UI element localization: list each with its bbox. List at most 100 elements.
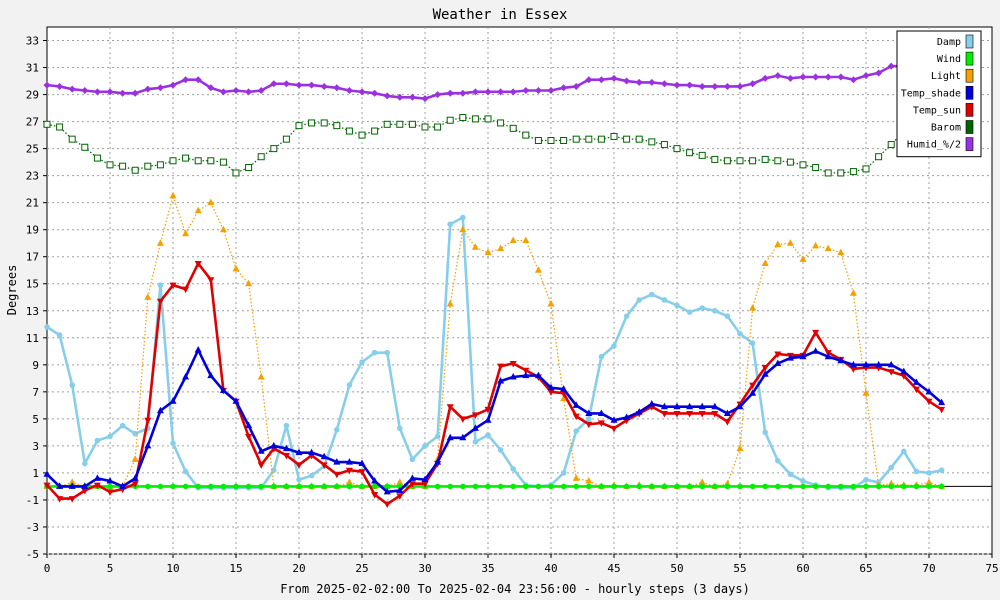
data-point bbox=[245, 421, 253, 429]
data-point bbox=[459, 225, 467, 233]
data-point bbox=[484, 88, 492, 96]
data-point bbox=[409, 456, 416, 463]
data-point bbox=[132, 430, 138, 437]
data-point bbox=[485, 483, 491, 490]
data-point bbox=[623, 483, 630, 490]
data-point bbox=[586, 483, 592, 490]
y-tick-label: 15 bbox=[26, 278, 39, 291]
data-point bbox=[358, 459, 366, 466]
data-point bbox=[547, 383, 555, 391]
data-point bbox=[699, 305, 705, 311]
data-point bbox=[459, 433, 467, 441]
data-point bbox=[320, 452, 328, 460]
data-point bbox=[523, 483, 529, 490]
data-point bbox=[497, 244, 505, 252]
data-point bbox=[106, 477, 114, 484]
data-point bbox=[799, 352, 807, 360]
data-point bbox=[686, 402, 694, 410]
data-point bbox=[44, 324, 50, 330]
data-point bbox=[471, 243, 479, 250]
data-point bbox=[68, 478, 76, 485]
data-point bbox=[547, 300, 555, 307]
data-point bbox=[585, 421, 593, 429]
data-point bbox=[270, 441, 278, 449]
y-tick-label: 13 bbox=[26, 305, 39, 318]
data-point bbox=[610, 416, 618, 423]
data-point bbox=[623, 77, 631, 85]
data-point bbox=[320, 462, 328, 469]
data-point bbox=[156, 239, 164, 246]
legend-swatch bbox=[965, 68, 974, 83]
data-point bbox=[371, 483, 378, 490]
data-point bbox=[383, 501, 391, 509]
data-point bbox=[295, 81, 303, 89]
data-point bbox=[913, 468, 920, 475]
data-point bbox=[938, 406, 946, 414]
data-point bbox=[156, 84, 164, 92]
x-tick-label: 70 bbox=[922, 562, 935, 575]
data-point bbox=[107, 483, 113, 490]
data-point bbox=[257, 87, 265, 95]
data-point bbox=[522, 131, 530, 139]
data-point bbox=[509, 360, 517, 368]
x-tick-label: 30 bbox=[418, 562, 431, 575]
data-point bbox=[598, 353, 605, 360]
data-point bbox=[144, 441, 152, 449]
data-point bbox=[169, 397, 177, 404]
data-point bbox=[182, 372, 190, 380]
data-point bbox=[484, 406, 492, 414]
legend-swatch bbox=[965, 86, 974, 100]
data-point bbox=[484, 416, 492, 423]
data-point bbox=[485, 432, 491, 438]
data-point bbox=[585, 477, 593, 484]
data-point bbox=[446, 89, 454, 97]
data-point bbox=[938, 483, 945, 490]
data-point bbox=[711, 402, 719, 410]
data-point bbox=[346, 382, 353, 388]
data-point bbox=[635, 135, 643, 143]
data-point bbox=[585, 76, 593, 84]
y-tick-label: 25 bbox=[26, 143, 39, 156]
data-point bbox=[81, 87, 89, 95]
data-point bbox=[661, 297, 668, 303]
data-point bbox=[786, 158, 794, 166]
data-point bbox=[408, 481, 416, 488]
data-point bbox=[799, 73, 807, 81]
data-point bbox=[660, 80, 668, 88]
data-point bbox=[888, 464, 894, 471]
data-point bbox=[660, 402, 668, 410]
data-point bbox=[799, 161, 807, 169]
data-point bbox=[434, 91, 442, 99]
data-point bbox=[585, 409, 593, 416]
data-point bbox=[497, 447, 504, 453]
data-point bbox=[597, 135, 605, 143]
data-point bbox=[749, 340, 756, 347]
data-point bbox=[182, 468, 189, 475]
data-point bbox=[106, 88, 114, 96]
data-point bbox=[863, 476, 869, 483]
data-point bbox=[43, 81, 51, 89]
data-point bbox=[509, 124, 517, 132]
data-point bbox=[245, 433, 253, 441]
data-point bbox=[863, 483, 869, 490]
y-axis-label: Degrees bbox=[5, 265, 19, 316]
data-point bbox=[334, 483, 340, 490]
data-point bbox=[207, 157, 215, 165]
data-point bbox=[887, 369, 895, 376]
data-point bbox=[81, 143, 89, 151]
data-point bbox=[787, 483, 794, 490]
data-point bbox=[245, 88, 253, 96]
data-point bbox=[875, 483, 882, 490]
x-tick-label: 45 bbox=[607, 562, 620, 575]
data-point bbox=[119, 89, 127, 97]
data-point bbox=[358, 131, 366, 139]
data-point bbox=[699, 483, 705, 490]
data-point bbox=[359, 483, 365, 490]
data-point bbox=[597, 409, 605, 416]
data-point bbox=[358, 469, 366, 476]
data-point bbox=[68, 85, 76, 93]
data-point bbox=[586, 416, 592, 422]
y-tick-label: 17 bbox=[26, 251, 39, 264]
data-point bbox=[938, 398, 946, 406]
data-point bbox=[761, 74, 769, 82]
